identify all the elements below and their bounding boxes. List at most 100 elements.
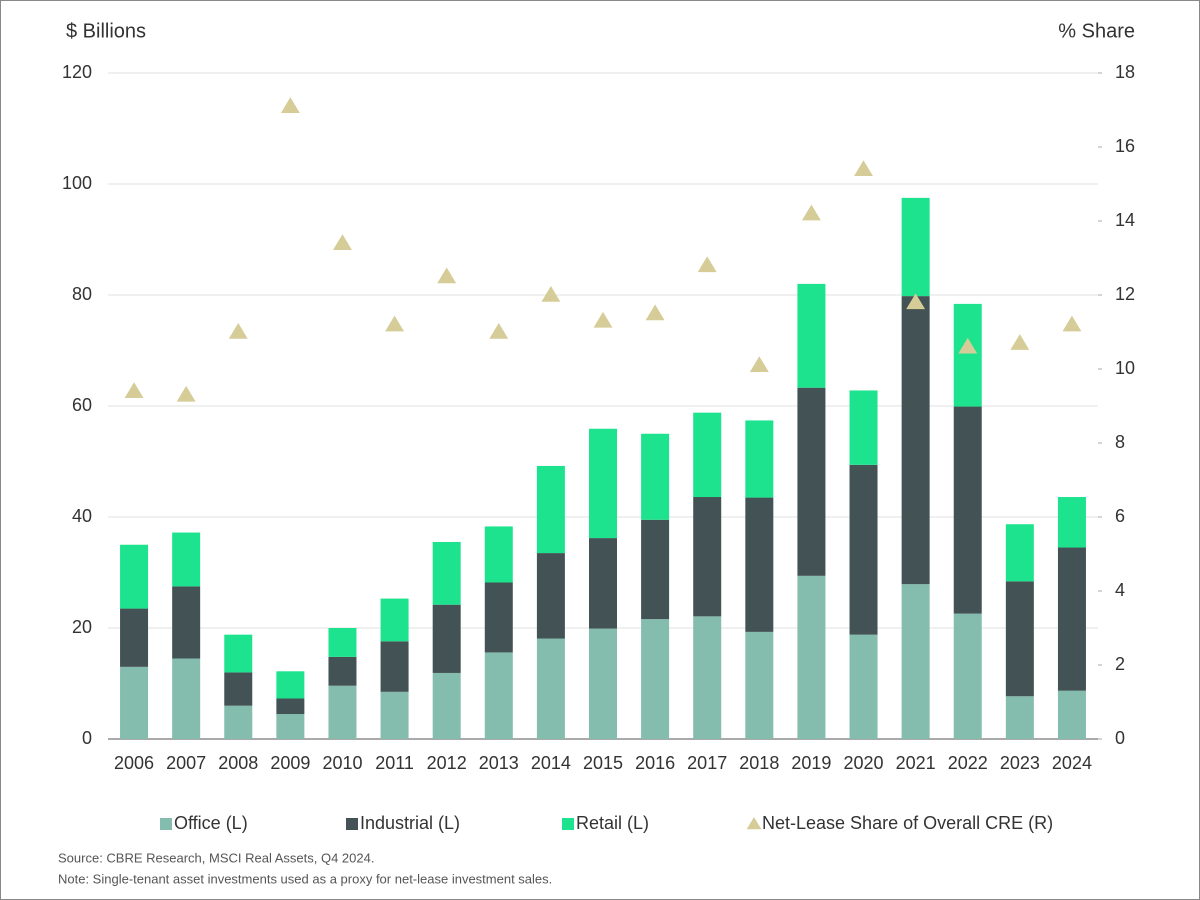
- bar-segment: [693, 616, 722, 739]
- y-axis-label: $ Billions: [66, 20, 146, 42]
- bar-segment: [953, 406, 982, 614]
- bar-segment: [484, 582, 513, 653]
- x-tick-label: 2022: [948, 753, 988, 773]
- marker: [593, 311, 613, 328]
- bar-segment: [536, 553, 565, 639]
- bar-segment: [432, 604, 461, 673]
- bar-segment: [953, 303, 982, 407]
- marker: [1062, 315, 1082, 332]
- bar-segment: [641, 519, 670, 620]
- y-tick-label: 80: [72, 284, 92, 304]
- bar-segment: [693, 497, 722, 617]
- y-tick-label: 120: [62, 62, 92, 82]
- bar-segment: [901, 584, 930, 739]
- legend-label: Industrial (L): [360, 813, 460, 833]
- y2-tick-label: 18: [1115, 62, 1135, 82]
- bar-segment: [276, 671, 305, 699]
- y-tick-label: 0: [82, 728, 92, 748]
- bar-segment: [536, 465, 565, 554]
- marker: [854, 160, 873, 176]
- bar-segment: [172, 586, 201, 659]
- x-tick-label: 2008: [218, 753, 258, 773]
- bar-segment: [1057, 497, 1086, 548]
- y2-tick-label: 4: [1115, 580, 1125, 600]
- bar-segment: [328, 628, 357, 657]
- x-tick-label: 2024: [1052, 753, 1092, 773]
- bar-segment: [484, 652, 513, 739]
- y2-tick-label: 10: [1115, 358, 1135, 378]
- legend-swatch: [562, 818, 574, 830]
- marker: [1010, 334, 1030, 350]
- y2-tick-label: 0: [1115, 728, 1125, 748]
- bar-segment: [901, 197, 930, 297]
- legend-label: Net-Lease Share of Overall CRE (R): [762, 813, 1053, 833]
- y2-tick-label: 8: [1115, 432, 1125, 452]
- y-tick-label: 20: [72, 617, 92, 637]
- y-tick-label: 100: [62, 173, 92, 193]
- bar-segment: [901, 296, 930, 585]
- y2-tick-label: 2: [1115, 654, 1125, 674]
- legend-swatch: [746, 817, 762, 830]
- bar-segment: [224, 672, 253, 706]
- bar-segment: [693, 412, 722, 498]
- legend-swatch: [160, 818, 172, 830]
- bar-segment: [745, 497, 774, 632]
- bar-segment: [172, 658, 201, 739]
- note: Note: Single-tenant asset investments us…: [58, 871, 552, 886]
- x-tick-label: 2014: [531, 753, 571, 773]
- x-tick-label: 2010: [322, 753, 362, 773]
- bar-segment: [1005, 581, 1034, 697]
- marker: [333, 234, 352, 250]
- legend-swatch: [346, 818, 358, 830]
- x-tick-label: 2015: [583, 753, 623, 773]
- bar-segment: [380, 598, 409, 642]
- bar-segment: [120, 608, 149, 667]
- bar-segment: [432, 541, 461, 605]
- bar-segment: [224, 634, 253, 673]
- x-tick-label: 2018: [739, 753, 779, 773]
- marker: [697, 256, 717, 273]
- bar-segment: [797, 387, 826, 576]
- y2-axis-label: % Share: [1058, 20, 1135, 42]
- bar-segment: [432, 672, 461, 739]
- bar-segment: [1005, 696, 1034, 739]
- y2-tick-label: 16: [1115, 136, 1135, 156]
- bar-segment: [849, 464, 878, 635]
- bar-segment: [328, 656, 357, 686]
- bar-segment: [380, 641, 409, 692]
- bar-segment: [589, 538, 617, 629]
- x-tick-label: 2023: [1000, 753, 1040, 773]
- marker: [124, 382, 144, 398]
- x-tick-label: 2013: [479, 753, 519, 773]
- bar-segment: [1057, 547, 1086, 691]
- legend-label: Office (L): [174, 813, 248, 833]
- y2-tick-label: 6: [1115, 506, 1125, 526]
- bar-segment: [224, 705, 253, 739]
- y-tick-label: 60: [72, 395, 92, 415]
- bar-segment: [589, 428, 617, 539]
- bar-segment: [380, 691, 409, 739]
- bar-segment: [849, 634, 878, 739]
- x-tick-label: 2009: [270, 753, 310, 773]
- marker: [645, 304, 665, 321]
- marker: [801, 204, 821, 221]
- bar-segment: [536, 638, 565, 739]
- y2-tick-label: 14: [1115, 210, 1135, 230]
- bar-segment: [276, 714, 305, 739]
- bar-segment: [1005, 524, 1034, 582]
- marker: [437, 267, 457, 284]
- y-tick-label: 40: [72, 506, 92, 526]
- bar-segment: [589, 628, 617, 739]
- source: Source: CBRE Research, MSCI Real Assets,…: [58, 850, 374, 865]
- marker: [228, 323, 248, 339]
- bar-segment: [1057, 690, 1086, 739]
- marker: [749, 356, 769, 373]
- bar-segment: [745, 631, 774, 739]
- marker: [958, 337, 978, 354]
- x-tick-label: 2007: [166, 753, 206, 773]
- x-tick-label: 2017: [687, 753, 727, 773]
- bar-segment: [641, 433, 670, 520]
- legend-label: Retail (L): [576, 813, 649, 833]
